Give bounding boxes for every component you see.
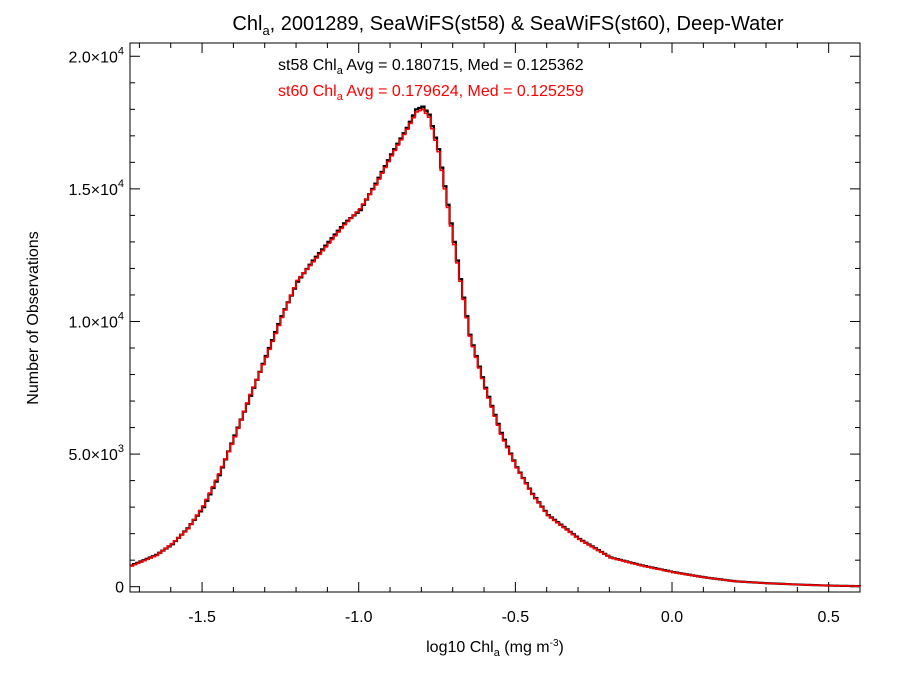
x-tick-label: 0.5: [818, 609, 840, 626]
annotation-st60: st60 Chla Avg = 0.179624, Med = 0.125259: [278, 83, 584, 103]
x-axis-label: log10 Chla (mg m-3): [426, 638, 564, 659]
chart-title: Chla, 2001289, SeaWiFS(st58) & SeaWiFS(s…: [232, 13, 783, 38]
y-tick-mantissa: 0: [115, 580, 124, 597]
y-tick-mantissa: 1.5×10: [68, 182, 117, 199]
y-tick-exponent: 3: [118, 443, 124, 455]
plot-frame: [129, 42, 861, 593]
x-tick-label: -0.5: [502, 609, 530, 626]
annotation-st58: st58 Chla Avg = 0.180715, Med = 0.125362: [278, 57, 584, 77]
annotation-st58-sub: a: [337, 65, 344, 77]
x-axis-label-part1: log10 Chl: [426, 639, 494, 656]
y-tick-exponent: 4: [118, 310, 124, 322]
y-tick-mantissa: 2.0×10: [68, 49, 117, 66]
y-tick-label: 5.0×103: [68, 443, 124, 464]
y-tick-mantissa: 5.0×10: [68, 447, 117, 464]
x-axis-ticks: -1.5 -1.0 -0.5 0.0 0.5: [138, 43, 861, 626]
chart-title-part1: Chl: [232, 13, 262, 35]
x-axis-label-part3: ): [559, 639, 564, 656]
annotation-st58-pre: st58 Chl: [278, 57, 337, 74]
series-line-0: [130, 105, 862, 588]
annotation-st60-post: Avg = 0.179624, Med = 0.125259: [343, 83, 584, 100]
annotation-st58-post: Avg = 0.180715, Med = 0.125362: [343, 57, 584, 74]
y-tick-exponent: 4: [118, 178, 124, 190]
series-group: [130, 105, 862, 588]
chart-title-part2: , 2001289, SeaWiFS(st58) & SeaWiFS(st60)…: [270, 13, 784, 35]
y-tick-label: 0: [115, 580, 124, 597]
x-axis-label-sub: a: [494, 647, 501, 659]
annotation-st60-pre: st60 Chl: [278, 83, 337, 100]
y-tick-mantissa: 1.0×10: [68, 314, 117, 331]
series-line-1: [130, 108, 861, 587]
y-axis-label: Number of Observations: [25, 231, 42, 404]
x-tick-label: 0.0: [661, 609, 683, 626]
chart-title-subscript: a: [262, 23, 270, 38]
x-tick-label: -1.0: [345, 609, 373, 626]
y-tick-label: 1.0×104: [68, 310, 124, 331]
x-tick-label: -1.5: [188, 609, 216, 626]
y-tick-label: 1.5×104: [68, 178, 124, 199]
y-tick-label: 2.0×104: [68, 45, 124, 66]
x-axis-label-part2: (mg m: [500, 639, 550, 656]
annotation-st60-sub: a: [337, 91, 344, 103]
y-tick-exponent: 4: [118, 45, 124, 57]
x-axis-label-sup: -3: [550, 638, 559, 649]
